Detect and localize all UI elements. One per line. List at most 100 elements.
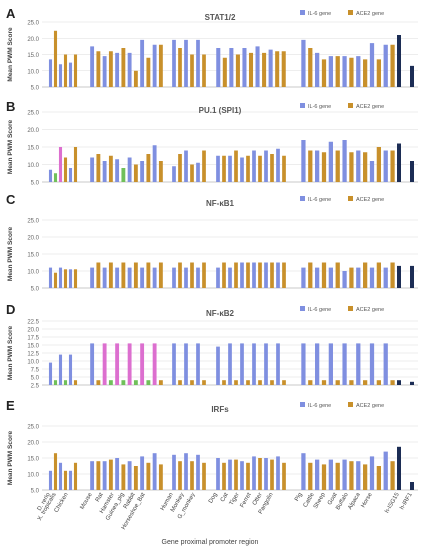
bar (349, 57, 354, 87)
bar (216, 346, 220, 385)
bar (410, 381, 414, 385)
bar (222, 57, 227, 87)
bar (158, 380, 163, 385)
bar (376, 466, 381, 490)
bar (184, 343, 188, 385)
bar (240, 157, 244, 182)
bar (53, 453, 58, 490)
bar (73, 269, 78, 288)
bar (246, 380, 250, 385)
bar (121, 262, 126, 288)
bar (63, 380, 68, 385)
bar (276, 343, 280, 385)
bar (172, 343, 176, 385)
bar (63, 157, 68, 182)
x-tick-label: Alpaca (347, 491, 362, 510)
bar (335, 262, 340, 288)
bar (73, 380, 78, 385)
legend-swatch-il6 (300, 196, 305, 201)
bar (229, 48, 234, 87)
y-axis-label: Mean PWM Score (7, 227, 14, 282)
bar (390, 380, 395, 385)
bar (196, 343, 200, 385)
bar (383, 150, 388, 182)
y-axis-label: Mean PWM Score (7, 326, 14, 381)
bar (68, 269, 73, 288)
bar (178, 48, 182, 87)
bar (252, 343, 256, 385)
bar (63, 269, 68, 288)
bar (133, 380, 138, 385)
bar (282, 262, 286, 288)
bar (121, 380, 126, 385)
y-axis-label: Mean PWM Score (7, 27, 14, 82)
y-tick-label: 25.0 (27, 425, 39, 431)
bar (48, 267, 53, 288)
bar (58, 64, 63, 87)
panel-title: IRFs (211, 405, 229, 414)
bar (48, 362, 53, 385)
bar (234, 150, 238, 182)
bar (264, 458, 268, 490)
bar (190, 262, 194, 288)
bar (335, 150, 340, 182)
bar (383, 451, 388, 490)
bar (342, 459, 347, 490)
panel-title: NF-κB1 (206, 199, 235, 208)
bar (202, 380, 206, 385)
bar (133, 262, 138, 288)
bar (216, 155, 220, 182)
bar (315, 267, 320, 288)
bar (140, 267, 145, 288)
bar (96, 461, 101, 490)
bar (383, 44, 388, 87)
y-tick-label: 12.5 (27, 352, 39, 358)
y-tick-label: 25.0 (27, 219, 39, 225)
bar (96, 51, 101, 87)
bar (222, 155, 226, 182)
panel-letter: E (6, 398, 15, 413)
bar (282, 462, 286, 490)
bar (222, 380, 226, 385)
bar (342, 271, 347, 288)
bar (152, 267, 157, 288)
legend-swatch-il6 (300, 10, 305, 15)
bar (369, 161, 375, 182)
x-tick-label: Tiger (229, 492, 241, 507)
bar (152, 44, 157, 87)
y-tick-label: 10.0 (27, 360, 39, 366)
bar (301, 267, 306, 288)
legend-label-ace2: ACE2 gene (356, 403, 384, 409)
bar (264, 343, 268, 385)
bar (158, 464, 163, 490)
bar (363, 380, 368, 385)
legend-label-il6: IL-6 gene (308, 104, 331, 110)
legend-swatch-il6 (300, 306, 305, 311)
y-tick-label: 15.0 (27, 53, 39, 59)
panel-title: STAT1/2 (205, 13, 236, 22)
bar (246, 155, 250, 182)
bar (53, 272, 58, 288)
bar (390, 44, 395, 87)
y-tick-label: 10.0 (27, 69, 39, 75)
bar (140, 39, 145, 87)
y-tick-label: 25.0 (27, 21, 39, 27)
bar (281, 51, 286, 87)
bar (234, 459, 238, 490)
bar (73, 147, 78, 182)
bar (102, 56, 107, 87)
bar (301, 453, 306, 490)
bar (276, 262, 280, 288)
bar (321, 380, 327, 385)
y-tick-label: 7.5 (31, 368, 40, 374)
y-tick-label: 20.0 (27, 128, 39, 134)
legend-label-il6: IL-6 gene (308, 11, 331, 17)
bar (301, 343, 306, 385)
bar (58, 354, 63, 385)
bar (397, 35, 401, 87)
bar (335, 462, 340, 490)
y-tick-label: 5.0 (31, 489, 40, 495)
bar (115, 52, 120, 87)
bar (308, 150, 313, 182)
